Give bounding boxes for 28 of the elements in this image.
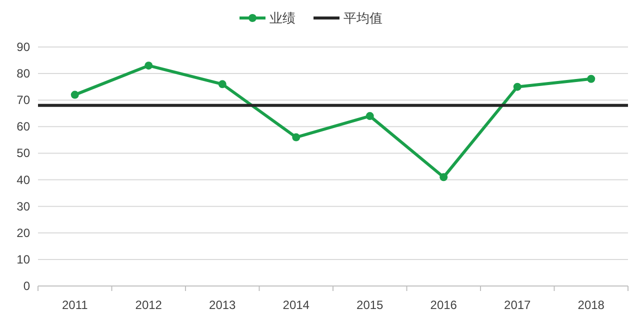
point [587, 74, 596, 83]
point [70, 90, 79, 99]
y-tick-label: 50 [16, 146, 30, 160]
point [366, 112, 374, 120]
point [440, 173, 448, 182]
y-tick-label: 40 [16, 172, 30, 187]
y-tick-label: 0 [23, 279, 30, 293]
point [292, 133, 300, 142]
point [218, 80, 226, 88]
x-tick-label: 2017 [504, 298, 532, 312]
point [144, 62, 153, 70]
legend-label: 平均值 [344, 10, 382, 26]
y-tick-label: 90 [16, 40, 30, 54]
x-tick-label: 2011 [62, 298, 88, 312]
x-tick-label: 2012 [135, 298, 162, 312]
x-tick-label: 2016 [430, 298, 458, 312]
legend-label: 业绩 [270, 10, 296, 26]
y-tick-label: 80 [16, 66, 30, 81]
x-tick-label: 2014 [282, 298, 310, 312]
y-tick-label: 70 [16, 93, 30, 108]
y-tick-label: 20 [16, 226, 30, 240]
y-tick-label: 10 [16, 252, 30, 266]
x-tick-label: 2018 [578, 298, 605, 312]
y-tick-label: 60 [16, 120, 30, 134]
y-tick-label: 30 [16, 199, 30, 214]
point [513, 82, 522, 91]
x-tick-label: 2013 [209, 298, 236, 312]
x-tick-label: 2015 [356, 298, 384, 312]
